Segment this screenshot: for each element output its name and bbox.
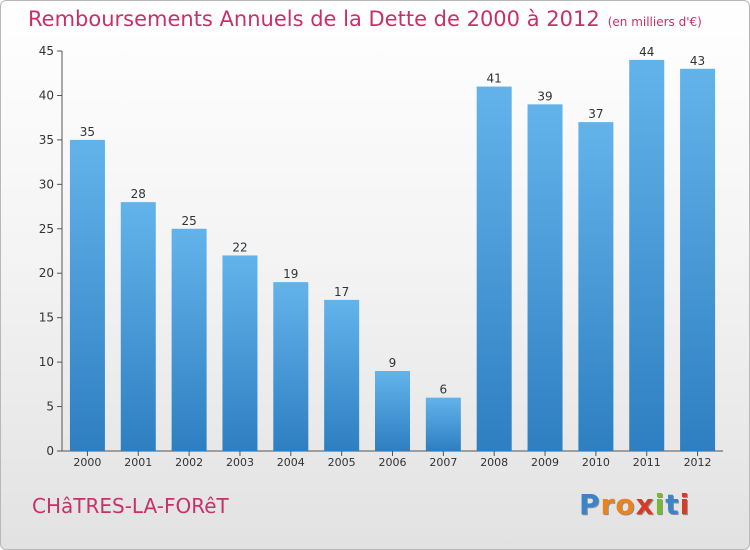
data-label-2000: 35 <box>80 125 95 139</box>
x-tick-label-2001: 2001 <box>124 456 152 469</box>
x-tick-label-2008: 2008 <box>480 456 508 469</box>
bar-2004 <box>273 282 309 451</box>
y-tick-label: 35 <box>39 133 54 147</box>
logo-letter: P <box>579 488 601 521</box>
commune-name: CHâTRES-LA-FORêT <box>32 494 229 518</box>
bar-2006 <box>375 371 410 451</box>
x-tick-label-2005: 2005 <box>328 456 356 469</box>
data-label-2010: 37 <box>588 107 603 121</box>
bar-2001 <box>120 202 156 451</box>
data-label-2001: 28 <box>131 187 146 201</box>
x-tick-label-2002: 2002 <box>175 456 203 469</box>
proxiti-logo: Proxiti <box>579 488 690 521</box>
chart-unit: (en milliers d'€) <box>607 15 702 29</box>
x-tick-label-2009: 2009 <box>531 456 559 469</box>
y-tick-label: 20 <box>39 266 54 280</box>
logo-letter: o <box>615 488 636 521</box>
bar-2007 <box>425 397 461 451</box>
data-label-2007: 6 <box>440 383 448 397</box>
x-tick-label-2007: 2007 <box>429 456 457 469</box>
chart-title-text: Remboursements Annuels de la Dette de 20… <box>28 7 600 31</box>
data-label-2009: 39 <box>537 89 552 103</box>
x-tick-label-2004: 2004 <box>277 456 305 469</box>
y-tick-label: 25 <box>39 222 54 236</box>
data-label-2004: 19 <box>283 267 298 281</box>
bar-2002 <box>171 228 207 451</box>
data-label-2012: 43 <box>690 54 705 68</box>
x-tick-label-2003: 2003 <box>226 456 254 469</box>
bar-2005 <box>324 299 360 451</box>
bar-2008 <box>476 86 512 452</box>
x-tick-label-2011: 2011 <box>633 456 661 469</box>
bar-2003 <box>222 255 258 451</box>
x-tick-label-2012: 2012 <box>684 456 712 469</box>
bar-2010 <box>578 122 614 451</box>
bar-2011 <box>629 59 665 452</box>
y-tick-label: 5 <box>46 400 54 414</box>
chart-data-labels: 35 28 25 22 19 17 9 6 41 39 37 44 43 <box>80 45 705 397</box>
chart-axes: 0 5 10 15 20 25 30 35 40 45 2000 2001 2002 2003 2004 20… <box>39 44 723 469</box>
x-tick-label-2006: 2006 <box>379 456 407 469</box>
x-tick-label-2000: 2000 <box>73 456 101 469</box>
logo-letter: i <box>654 488 666 521</box>
y-tick-label: 15 <box>39 311 54 325</box>
data-label-2002: 25 <box>181 214 196 228</box>
logo-letter: t <box>665 488 680 521</box>
data-label-2006: 9 <box>389 356 397 370</box>
chart-bars <box>69 59 716 452</box>
chart-title: Remboursements Annuels de la Dette de 20… <box>28 7 702 31</box>
y-tick-label: 45 <box>39 44 54 58</box>
data-label-2008: 41 <box>487 72 502 86</box>
y-tick-label: 10 <box>39 355 54 369</box>
bar-2000 <box>69 139 105 451</box>
bar-2012 <box>680 68 716 452</box>
data-label-2003: 22 <box>232 240 247 254</box>
y-tick-label: 0 <box>46 444 54 458</box>
y-tick-label: 40 <box>39 88 54 102</box>
bar-2009 <box>527 104 563 451</box>
x-tick-label-2010: 2010 <box>582 456 610 469</box>
logo-letter: r <box>600 488 616 521</box>
y-tick-label: 30 <box>39 177 54 191</box>
data-label-2011: 44 <box>639 45 654 59</box>
logo-letter: x <box>635 488 655 521</box>
data-label-2005: 17 <box>334 285 349 299</box>
logo-letter: i <box>679 488 691 521</box>
